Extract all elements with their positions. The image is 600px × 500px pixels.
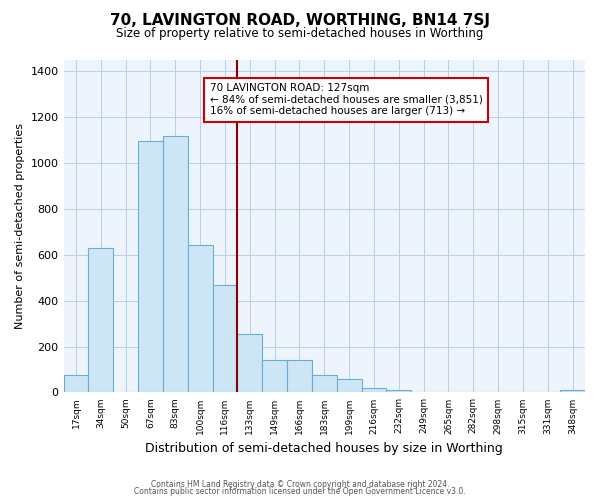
Bar bbox=[386, 390, 411, 392]
Bar bbox=[560, 390, 585, 392]
Bar bbox=[88, 248, 113, 392]
Bar bbox=[138, 142, 163, 392]
Bar bbox=[337, 378, 362, 392]
Bar bbox=[312, 375, 337, 392]
Text: Contains public sector information licensed under the Open Government Licence v3: Contains public sector information licen… bbox=[134, 487, 466, 496]
Text: 70, LAVINGTON ROAD, WORTHING, BN14 7SJ: 70, LAVINGTON ROAD, WORTHING, BN14 7SJ bbox=[110, 12, 490, 28]
Bar bbox=[287, 360, 312, 392]
Bar bbox=[262, 360, 287, 392]
Text: Contains HM Land Registry data © Crown copyright and database right 2024.: Contains HM Land Registry data © Crown c… bbox=[151, 480, 449, 489]
Bar bbox=[362, 388, 386, 392]
Bar bbox=[64, 375, 88, 392]
Y-axis label: Number of semi-detached properties: Number of semi-detached properties bbox=[15, 123, 25, 329]
X-axis label: Distribution of semi-detached houses by size in Worthing: Distribution of semi-detached houses by … bbox=[145, 442, 503, 455]
Bar bbox=[188, 244, 212, 392]
Bar bbox=[238, 334, 262, 392]
Bar bbox=[163, 136, 188, 392]
Text: Size of property relative to semi-detached houses in Worthing: Size of property relative to semi-detach… bbox=[116, 28, 484, 40]
Text: 70 LAVINGTON ROAD: 127sqm
← 84% of semi-detached houses are smaller (3,851)
16% : 70 LAVINGTON ROAD: 127sqm ← 84% of semi-… bbox=[209, 84, 482, 116]
Bar bbox=[212, 284, 238, 393]
